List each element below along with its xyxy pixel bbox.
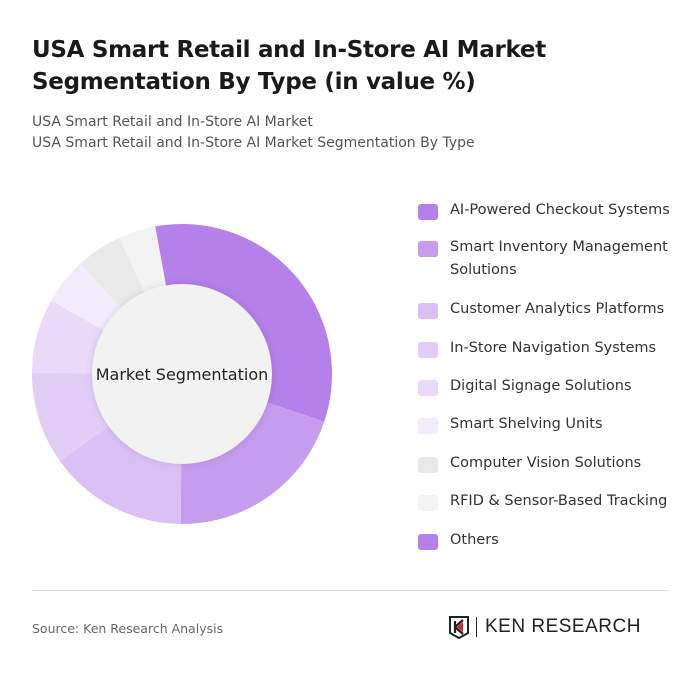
ken-research-logo: KEN RESEARCH [448,615,641,639]
chart-title: USA Smart Retail and In-Store AI Market … [32,37,546,95]
legend-swatch [418,342,438,358]
subtitle-2: USA Smart Retail and In-Store AI Market … [32,135,475,151]
legend-swatch [418,457,438,473]
legend-swatch [418,303,438,319]
legend-label: RFID & Sensor-Based Tracking [450,493,668,509]
divider [32,590,668,591]
logo-separator [476,617,477,637]
legend-label: AI-Powered Checkout Systems [450,202,670,218]
legend-label: Smart Shelving Units [450,416,603,432]
legend-label: Others [450,532,499,548]
subtitle-1: USA Smart Retail and In-Store AI Market [32,114,313,130]
legend-item[interactable]: Others [418,532,680,552]
legend-label: In-Store Navigation Systems [450,340,657,356]
legend-item[interactable]: In-Store Navigation Systems [418,340,680,360]
logo-icon [449,616,469,639]
donut-chart: Market Segmentation [32,224,332,524]
legend-label: Digital Signage Solutions [450,378,632,394]
logo-text: KEN RESEARCH [485,616,641,637]
legend-swatch [418,418,438,434]
legend-swatch [418,204,438,220]
source-note: Source: Ken Research Analysis [32,621,224,636]
legend-label: Computer Vision Solutions [450,455,642,471]
legend-item[interactable]: RFID & Sensor-Based Tracking [418,493,680,513]
donut-hole [92,284,272,464]
legend-item[interactable]: Computer Vision Solutions [418,455,680,475]
legend-swatch [418,495,438,511]
legend-label: Smart Inventory Management Solutions [450,239,668,278]
legend-swatch [418,380,438,396]
legend-item[interactable]: AI-Powered Checkout Systems [418,202,680,222]
legend-item[interactable]: Customer Analytics Platforms [418,301,680,321]
legend-swatch [418,534,438,550]
legend-swatch [418,241,438,257]
legend-item[interactable]: Smart Shelving Units [418,416,680,436]
center-label: Market Segmentation [96,365,269,384]
legend-label: Customer Analytics Platforms [450,301,665,317]
legend-item[interactable]: Digital Signage Solutions [418,378,680,398]
legend-item[interactable]: Smart Inventory Management Solutions [418,239,680,282]
